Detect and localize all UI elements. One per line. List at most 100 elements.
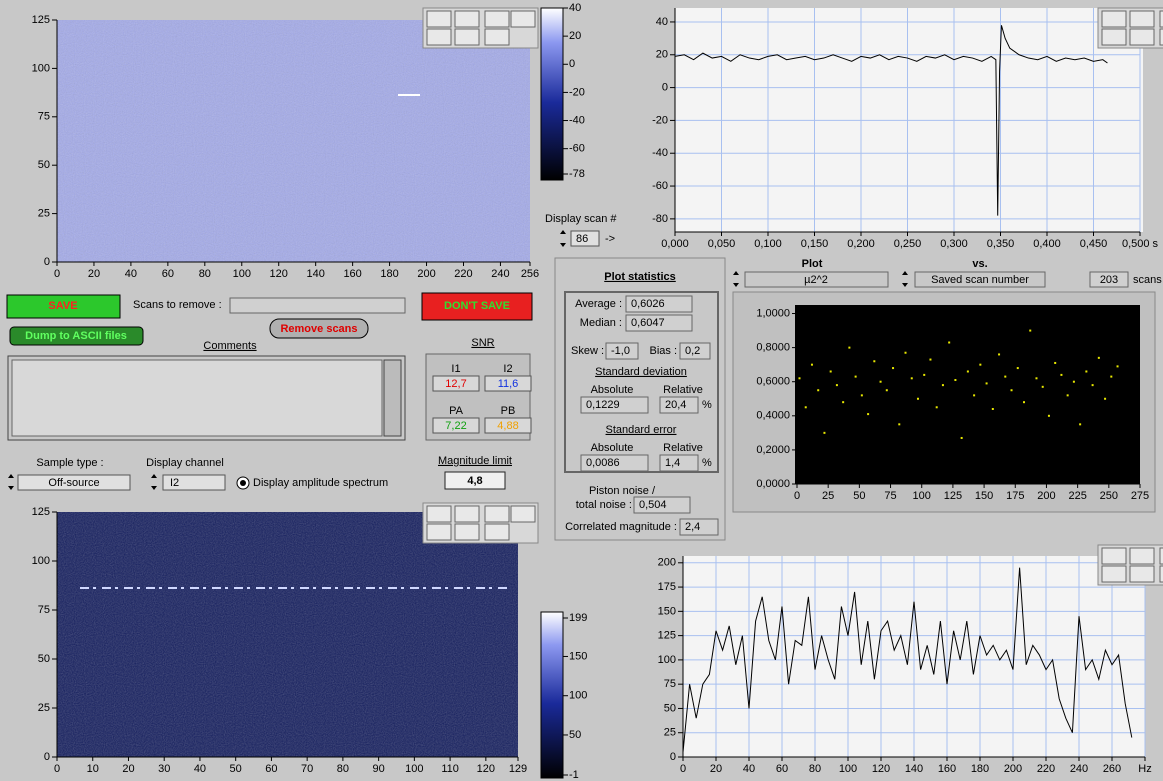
x-tick-label: 70 (301, 763, 313, 775)
x-tick-label: 256 (521, 268, 539, 280)
toolbar-button[interactable] (1102, 29, 1126, 45)
label: Absolute (591, 442, 634, 454)
toolbar-button[interactable] (1102, 11, 1126, 27)
x-tick-label: 80 (337, 763, 349, 775)
toolbar-button[interactable] (427, 524, 451, 540)
x-tick-label: 0,500 s (1122, 238, 1159, 250)
label[interactable]: Off-source (48, 477, 99, 489)
toolbar-button[interactable] (1102, 548, 1126, 564)
radio-dot (240, 480, 246, 486)
y-tick-label: 175 (658, 581, 676, 593)
scatter-point (911, 377, 913, 379)
scatter-point (861, 394, 863, 396)
toolbar-button[interactable] (1130, 548, 1154, 564)
y-tick-label: 25 (38, 702, 50, 714)
x-tick-label: 200 (1037, 490, 1055, 502)
toolbar-button[interactable] (485, 524, 509, 540)
stat-value: 0,2 (685, 345, 700, 357)
label[interactable]: Saved scan number (931, 274, 1029, 286)
y-tick-label: 0 (44, 751, 50, 763)
toolbar-button[interactable] (427, 506, 451, 522)
scatter-point (1029, 330, 1031, 332)
label: Display channel (146, 457, 224, 469)
x-tick-label: 30 (158, 763, 170, 775)
toolbar-button[interactable] (1130, 566, 1154, 582)
x-tick-label: 50 (230, 763, 242, 775)
colorbar (541, 612, 563, 778)
toolbar-button[interactable] (1130, 11, 1154, 27)
toolbar-button[interactable] (511, 506, 535, 522)
x-tick-label: 0 (680, 763, 686, 775)
toolbar-button[interactable] (485, 506, 509, 522)
scrollbar[interactable] (384, 360, 401, 436)
toolbar-button[interactable] (427, 11, 451, 27)
toolbar-button[interactable] (455, 11, 479, 27)
label: Sample type : (36, 457, 103, 469)
scatter-point (1110, 376, 1112, 378)
toolbar-button[interactable] (455, 506, 479, 522)
label[interactable]: Display amplitude spectrum (253, 477, 388, 489)
label: SNR (471, 337, 494, 349)
image-noise (57, 20, 530, 262)
y-tick-label: 50 (38, 159, 50, 171)
x-tick-label: 100 (839, 763, 857, 775)
button-label: Remove scans (280, 323, 357, 335)
x-tick-label: 125 (944, 490, 962, 502)
y-tick-label: 150 (658, 605, 676, 617)
toolbar-button[interactable] (455, 524, 479, 540)
scatter-point (1079, 423, 1081, 425)
x-tick-label: 100 (233, 268, 251, 280)
colorbar-label: 50 (569, 729, 581, 741)
toolbar-button[interactable] (1102, 566, 1126, 582)
x-tick-label: 160 (938, 763, 956, 775)
colorbar-label: 150 (569, 650, 587, 662)
label[interactable]: I2 (170, 477, 179, 489)
stat-value: 1,4 (665, 457, 680, 469)
scan-value[interactable]: 86 (576, 233, 588, 245)
scatter-point (811, 364, 813, 366)
toolbar-button[interactable] (427, 29, 451, 45)
scatter-point (917, 398, 919, 400)
image-noise (57, 512, 518, 757)
x-tick-label: 150 (975, 490, 993, 502)
scatter-point (880, 381, 882, 383)
comments-field[interactable] (12, 360, 382, 436)
stat-value: -1,0 (611, 345, 630, 357)
stat-value: 0,0086 (586, 457, 620, 469)
toolbar-button[interactable] (485, 11, 509, 27)
snr-label: I1 (451, 363, 460, 375)
y-tick-label: 200 (658, 557, 676, 569)
scatter-point (954, 379, 956, 381)
scatter-point (898, 423, 900, 425)
label: Magnitude limit (438, 455, 512, 467)
colorbar-label: -78 (569, 168, 585, 180)
x-tick-label: 40 (125, 268, 137, 280)
toolbar-button[interactable] (455, 29, 479, 45)
scans-to-remove-input[interactable] (230, 298, 405, 313)
x-tick-label: 20 (710, 763, 722, 775)
x-tick-label: 60 (776, 763, 788, 775)
label[interactable]: µ2^2 (804, 274, 828, 286)
x-tick-label: 0,050 (708, 238, 736, 250)
scatter-point (867, 413, 869, 415)
toolbar-button[interactable] (1130, 29, 1154, 45)
x-tick-label: 60 (162, 268, 174, 280)
y-tick-label: 125 (658, 630, 676, 642)
scatter-point (1104, 398, 1106, 400)
x-tick-label: 0,450 (1080, 238, 1108, 250)
y-tick-label: -40 (652, 147, 668, 159)
label: Plot (802, 258, 823, 270)
snr-label: PB (501, 405, 516, 417)
x-tick-label: 240 (491, 268, 509, 280)
scatter-point (948, 342, 950, 344)
scatter-point (855, 376, 857, 378)
scatter-point (1073, 381, 1075, 383)
toolbar-button[interactable] (485, 29, 509, 45)
x-tick-label: 10 (87, 763, 99, 775)
toolbar-button[interactable] (511, 11, 535, 27)
scatter-point (886, 389, 888, 391)
scatter-point (1004, 376, 1006, 378)
scatter-point (1023, 401, 1025, 403)
x-tick-label: 180 (971, 763, 989, 775)
scatter-point (805, 406, 807, 408)
